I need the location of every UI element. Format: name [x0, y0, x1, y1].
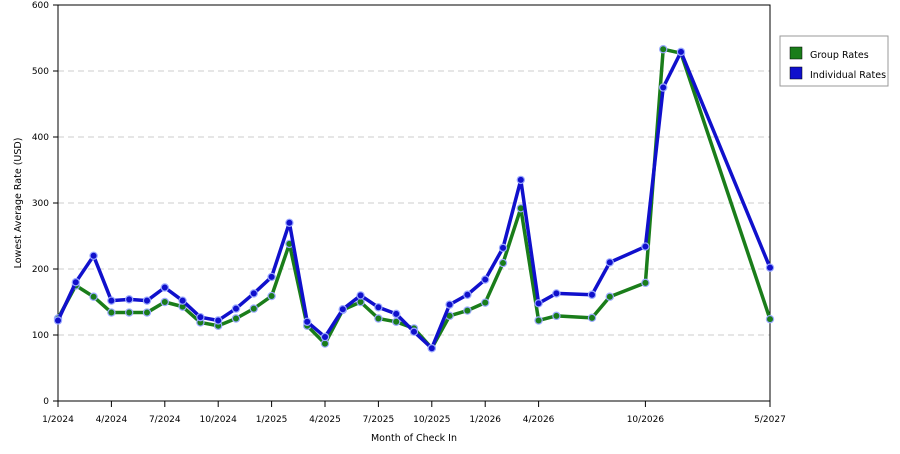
point-group-rates-8-2026: [605, 292, 615, 301]
point-individual-rates-4-2025: [320, 332, 330, 342]
series-individual-rates: [53, 47, 775, 353]
y-tick-label-500: 500: [32, 67, 49, 77]
point-individual-rates-1-2024: [53, 316, 63, 325]
point-individual-rates-11-2025: [445, 300, 454, 309]
point-individual-rates-7-2026: [587, 290, 597, 299]
point-individual-rates-11-2026: [659, 83, 668, 92]
x-tick-label-10-2026: 10/2026: [627, 415, 665, 425]
point-individual-rates-12-2025: [463, 290, 472, 299]
point-individual-rates-10-2024: [213, 316, 223, 325]
point-individual-rates-10-2026: [641, 242, 650, 251]
point-group-rates-7-2026: [587, 313, 597, 323]
point-group-rates-4-2026: [534, 316, 543, 325]
point-individual-rates-5-2025: [338, 305, 347, 314]
point-individual-rates-10-2025: [427, 344, 436, 353]
point-group-rates-5-2027: [765, 314, 775, 324]
point-individual-rates-9-2024: [196, 312, 205, 322]
point-individual-rates-8-2025: [392, 309, 401, 319]
x-axis-ticks: 1/2024 4/2024 7/2024 10/2024 1/2025 4/2025 7/2…: [42, 401, 786, 425]
y-axis-title: Lowest Average Rate (USD): [13, 138, 24, 269]
point-individual-rates-3-2024: [89, 251, 98, 260]
point-group-rates-11-2024: [231, 314, 241, 323]
legend-label-group-rates: Group Rates: [810, 50, 869, 61]
point-group-rates-8-2025: [392, 317, 401, 326]
point-group-rates-7-2025: [374, 314, 383, 323]
point-individual-rates-2-2024: [71, 278, 81, 287]
x-tick-label-1-2025: 1/2025: [256, 415, 288, 425]
x-tick-label-4-2026: 4/2026: [523, 415, 555, 425]
point-individual-rates-5-2024: [124, 295, 134, 304]
x-tick-label-7-2025: 7/2025: [363, 415, 395, 425]
gridlines: [58, 70, 770, 336]
legend-swatch-individual-rates: [789, 66, 803, 80]
point-individual-rates-8-2024: [178, 296, 187, 305]
point-group-rates-12-2024: [249, 304, 258, 313]
point-individual-rates-6-2025: [356, 291, 365, 300]
y-axis-ticks: 0 100 200 300 400 500 600: [32, 1, 58, 407]
y-tick-label-100: 100: [32, 331, 49, 341]
point-individual-rates-2-2025: [285, 218, 294, 227]
point-individual-rates-1-2026: [481, 275, 490, 284]
point-group-rates-11-2026: [659, 45, 668, 54]
point-individual-rates-7-2025: [374, 303, 383, 312]
x-tick-label-10-2025: 10/2025: [413, 415, 450, 425]
point-group-rates-6-2024: [142, 308, 152, 317]
y-tick-label-200: 200: [32, 265, 49, 275]
point-individual-rates-8-2026: [605, 258, 615, 267]
point-individual-rates-11-2024: [231, 304, 241, 313]
point-group-rates-12-2025: [463, 306, 472, 315]
point-individual-rates-12-2024: [249, 289, 258, 298]
x-tick-label-7-2024: 7/2024: [149, 415, 181, 425]
series-group-rates: [53, 45, 775, 353]
point-group-rates-7-2024: [160, 297, 169, 307]
point-group-rates-10-2026: [641, 278, 650, 288]
point-individual-rates-4-2026: [534, 299, 543, 308]
point-group-rates-4-2024: [107, 308, 116, 317]
point-individual-rates-4-2024: [107, 296, 116, 305]
point-individual-rates-7-2024: [160, 283, 169, 292]
y-tick-label-300: 300: [32, 199, 49, 209]
x-tick-label-1-2026: 1/2026: [469, 415, 501, 425]
point-individual-rates-2-2026: [498, 243, 508, 253]
point-group-rates-1-2026: [481, 298, 490, 307]
legend-label-individual-rates: Individual Rates: [810, 70, 886, 81]
legend: Group Rates Individual Rates: [779, 35, 889, 87]
point-individual-rates-5-2027: [765, 263, 775, 272]
point-individual-rates-3-2026: [516, 175, 526, 185]
point-group-rates-1-2025: [267, 291, 276, 301]
y-tick-label-0: 0: [43, 397, 49, 407]
point-individual-rates-12-2026: [676, 47, 686, 57]
point-individual-rates-3-2025: [303, 317, 312, 326]
series-layer: [53, 45, 775, 353]
x-tick-label-1-2024: 1/2024: [42, 415, 74, 425]
x-tick-label-10-2024: 10/2024: [200, 415, 238, 425]
point-individual-rates-9-2025: [409, 327, 419, 336]
point-group-rates-5-2026: [552, 311, 561, 321]
x-axis-title: Month of Check In: [371, 433, 457, 444]
y-tick-label-400: 400: [32, 133, 49, 143]
point-group-rates-5-2024: [124, 308, 134, 317]
point-individual-rates-1-2025: [267, 272, 276, 282]
point-group-rates-2-2026: [498, 258, 508, 268]
point-individual-rates-6-2024: [142, 296, 152, 305]
x-tick-label-5-2027: 5/2027: [754, 415, 786, 425]
x-tick-label-4-2025: 4/2025: [309, 415, 341, 425]
point-individual-rates-5-2026: [552, 289, 561, 298]
y-tick-label-600: 600: [32, 1, 49, 11]
legend-swatch-group-rates: [789, 46, 803, 60]
x-tick-label-4-2024: 4/2024: [96, 415, 128, 425]
point-group-rates-3-2024: [89, 292, 98, 301]
